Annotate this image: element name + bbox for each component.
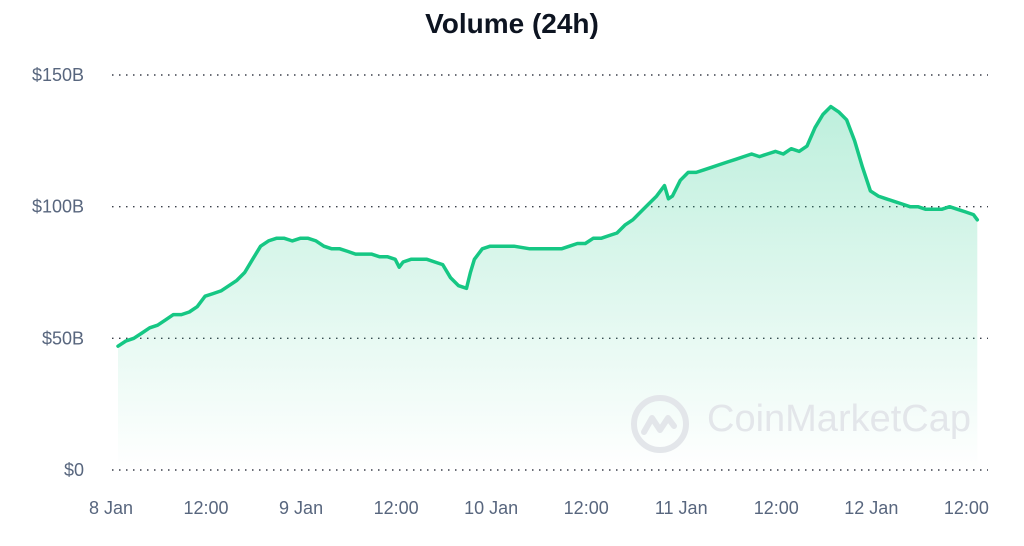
x-tick-label: 11 Jan (655, 498, 708, 518)
watermark-text: CoinMarketCap (707, 398, 971, 440)
x-tick-label: 12:00 (564, 498, 609, 518)
x-tick-label: 12:00 (374, 498, 419, 518)
x-tick-label: 8 Jan (89, 498, 133, 518)
chart-title: Volume (24h) (425, 8, 599, 39)
volume-line (116, 104, 980, 348)
y-tick-label: $0 (64, 460, 84, 480)
y-tick-label: $100B (32, 197, 84, 217)
volume-area (118, 106, 978, 470)
y-axis-ticks: $0 $50B $100B $150B (32, 65, 84, 480)
coinmarketcap-logo-icon (628, 392, 692, 461)
x-tick-label: 10 Jan (464, 498, 518, 518)
x-axis-ticks: 8 Jan 12:00 9 Jan 12:00 10 Jan 12:00 11 Jan 12:… (89, 498, 989, 518)
x-tick-label: 12 Jan (844, 498, 898, 518)
y-tick-label: $150B (32, 65, 84, 85)
x-tick-label: 9 Jan (279, 498, 323, 518)
x-tick-label: 12:00 (944, 498, 989, 518)
x-tick-label: 12:00 (184, 498, 229, 518)
y-tick-label: $50B (42, 328, 84, 348)
x-tick-label: 12:00 (754, 498, 799, 518)
